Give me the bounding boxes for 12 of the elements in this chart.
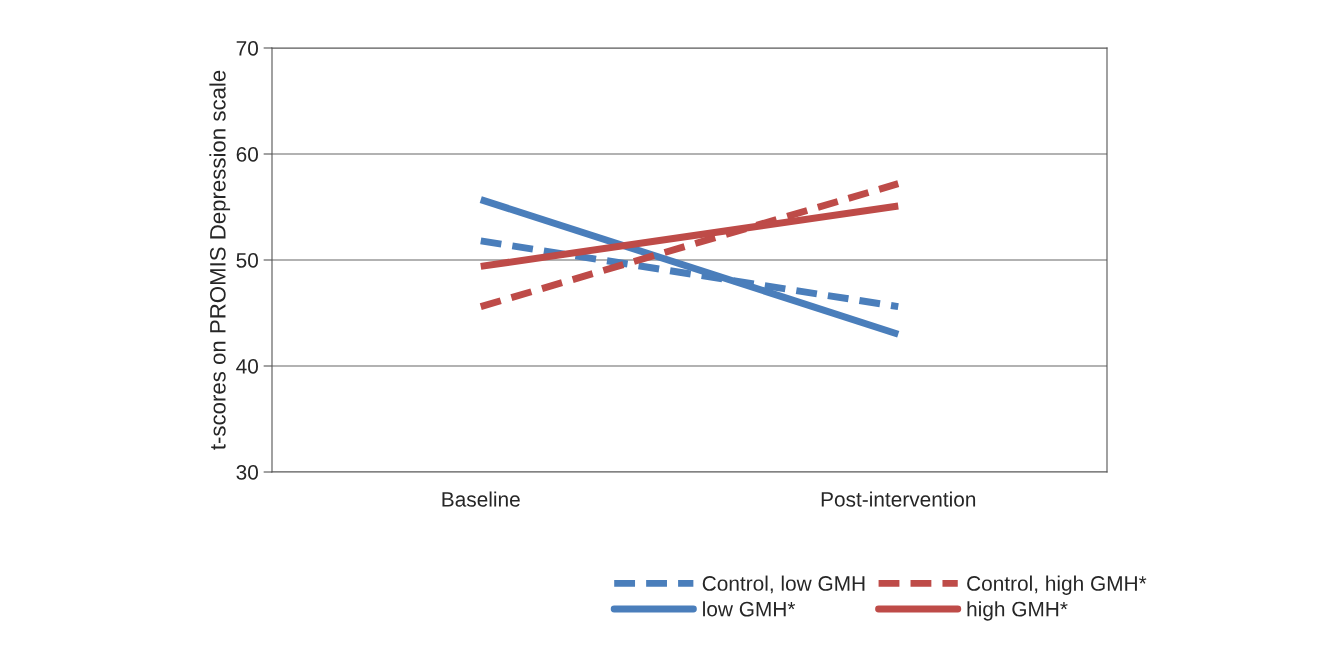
y-tick-label: 50	[236, 253, 258, 268]
legend-label: Control, high GMH*	[967, 575, 1147, 595]
y-tick-label: 40	[236, 359, 258, 374]
y-axis-title: t-scores on PROMIS Depression scale	[209, 70, 231, 450]
y-tick-label: 60	[236, 147, 258, 162]
y-tick-label: 30	[236, 465, 258, 480]
y-tick-label: 70	[236, 41, 258, 56]
x-tick-label: Post-intervention	[821, 491, 976, 507]
x-tick-label: Baseline	[442, 491, 520, 507]
legend-label: Control, low GMH	[702, 575, 865, 594]
legend-label: high GMH*	[967, 601, 1068, 621]
legend-label: low GMH*	[703, 601, 796, 617]
